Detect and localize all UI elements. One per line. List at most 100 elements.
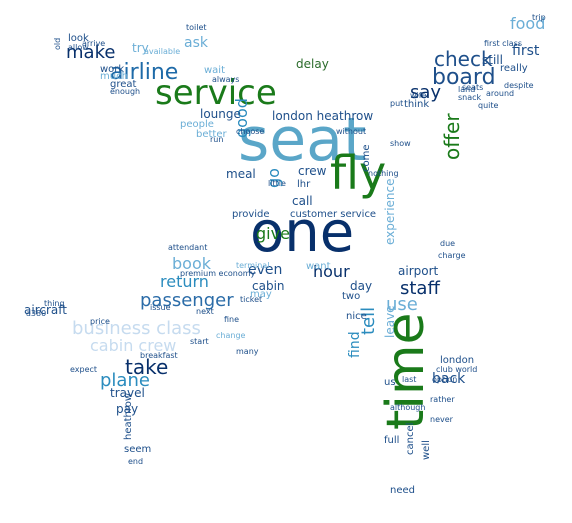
word-check: check xyxy=(434,47,493,71)
word-aircraft: aircraft xyxy=(24,303,67,317)
word-take: take xyxy=(125,355,169,379)
word-staff: staff xyxy=(400,278,440,299)
word-issue: issue xyxy=(150,303,171,312)
word-trip: trip xyxy=(532,13,546,22)
word-charge: charge xyxy=(438,251,466,260)
word-board: board xyxy=(432,65,496,90)
word-us: us xyxy=(384,377,396,388)
word-put: put xyxy=(390,99,404,108)
word-lounge: lounge xyxy=(200,107,241,121)
word-experience: experience xyxy=(383,178,397,245)
word-quite: quite xyxy=(478,101,499,110)
word-rather: rather xyxy=(430,395,455,404)
word-a380: a380 xyxy=(26,309,47,318)
word-first-class: first class xyxy=(484,39,523,48)
word-seats: seats xyxy=(462,83,484,92)
word-better: better xyxy=(196,129,227,140)
word-people: people xyxy=(180,119,214,130)
word-end: end xyxy=(128,457,144,466)
word-little: little xyxy=(268,179,286,188)
word-london: london xyxy=(440,355,475,366)
word-nothing: nothing xyxy=(368,169,399,178)
word-price: price xyxy=(90,317,110,326)
word-last: last xyxy=(402,375,417,384)
word-work: work xyxy=(100,64,125,75)
word-hour: hour xyxy=(313,262,350,281)
word-make: make xyxy=(66,42,116,63)
word-service: service xyxy=(155,73,277,113)
word-really: really xyxy=(500,63,528,74)
word-pay: pay xyxy=(116,402,139,416)
word-book: book xyxy=(172,254,211,273)
word-may: may xyxy=(250,289,272,300)
word-leave: leave xyxy=(383,305,397,338)
word-start: start xyxy=(190,337,209,346)
word-ticket: ticket xyxy=(240,295,263,304)
word-fly: fly xyxy=(330,146,387,200)
word-even: even xyxy=(248,262,283,278)
word-travel: travel xyxy=(110,386,145,400)
word-want: want xyxy=(306,261,331,272)
word-attendant: attendant xyxy=(168,243,208,252)
word-fine: fine xyxy=(224,315,240,324)
word-many: many xyxy=(236,347,259,356)
word-although: although xyxy=(390,403,426,412)
word-enough: enough xyxy=(110,87,141,96)
word-delay: delay xyxy=(296,57,329,71)
word-heathrow: heathrow xyxy=(123,392,134,440)
word-look: look xyxy=(68,33,89,44)
word-day: day xyxy=(350,279,373,293)
word-ask: ask xyxy=(184,35,208,51)
word-provide: provide xyxy=(232,209,270,220)
word-club-world: club world xyxy=(436,365,478,374)
word-cabin-crew: cabin crew xyxy=(90,336,177,355)
word-around: around xyxy=(486,89,515,98)
word-terminal: terminal xyxy=(236,261,270,270)
word-show: show xyxy=(390,139,411,148)
word-without: without xyxy=(336,127,367,136)
word-offer: offer xyxy=(440,113,464,160)
word-always: always xyxy=(212,75,240,84)
word-land: land xyxy=(458,85,476,94)
word-cancel: cancel xyxy=(405,422,416,455)
word-return: return xyxy=(160,272,209,291)
word-nice: nice xyxy=(346,311,367,322)
word-thing: thing xyxy=(44,299,65,308)
word-never: never xyxy=(430,415,453,424)
word-think: think xyxy=(404,99,430,110)
word-wife: wife xyxy=(410,91,427,100)
word-premium-economy: premium economy xyxy=(180,269,256,278)
word-use: use xyxy=(386,294,418,315)
word-due: due xyxy=(440,239,456,248)
word-change: change xyxy=(216,331,246,340)
word-next: next xyxy=(196,307,214,316)
word-food: food xyxy=(510,14,546,33)
word-first: first xyxy=(512,43,540,59)
word-choose: choose xyxy=(236,127,265,136)
word-find: find xyxy=(347,331,363,358)
word-try: try xyxy=(132,41,149,55)
word-well: well xyxy=(421,440,432,460)
word-snack: snack xyxy=(458,93,482,102)
word-two: two xyxy=(342,291,361,302)
word-still: still xyxy=(482,53,503,67)
word-expect: expect xyxy=(70,365,98,374)
word-say: say xyxy=(410,82,442,103)
word-crew: crew xyxy=(298,164,327,178)
word-business-class: business class xyxy=(72,318,201,339)
word-airline: airline xyxy=(110,60,179,85)
word-despite: despite xyxy=(504,81,534,90)
word-toilet: toilet xyxy=(186,23,207,32)
word-passenger: passenger xyxy=(140,290,234,311)
word-option: option xyxy=(432,375,458,384)
word-much: much xyxy=(100,71,128,82)
word-back: back xyxy=(432,371,466,387)
word-arrive: arrive xyxy=(82,39,106,48)
word-airport: airport xyxy=(398,264,439,278)
word-full: full xyxy=(384,435,400,446)
word-seat: seat xyxy=(238,105,367,175)
word-customer-service: customer service xyxy=(290,209,377,220)
word-available: available xyxy=(144,47,181,56)
word-lhr: lhr xyxy=(297,179,311,190)
